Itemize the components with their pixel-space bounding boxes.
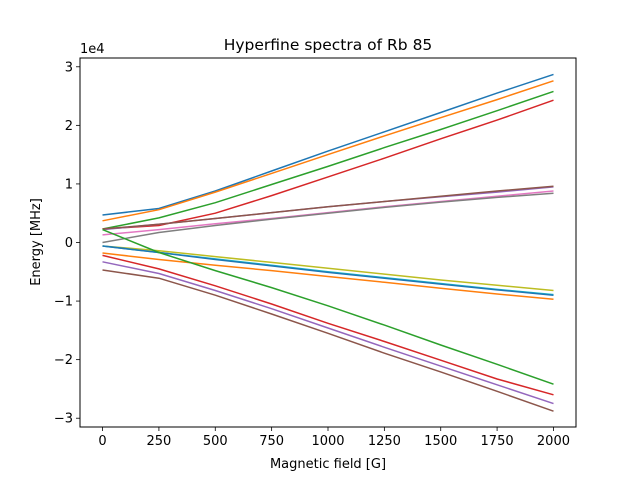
series-line-9	[102, 245, 554, 292]
y-offset-label: 1e4	[80, 42, 105, 57]
chart-title: Hyperfine spectra of Rb 85	[224, 36, 433, 54]
series-line-1	[102, 73, 554, 216]
series-line-14	[102, 254, 554, 396]
y-tick-label: 1	[65, 177, 73, 192]
series-line-11	[102, 245, 554, 296]
x-tick-label: 0	[98, 434, 106, 449]
x-tick-label: 1500	[424, 434, 457, 449]
series-line-4	[102, 99, 554, 230]
x-tick-label: 250	[146, 434, 171, 449]
y-tick-label: −2	[54, 353, 73, 368]
series-line-2	[102, 80, 554, 222]
y-axis: −3 −2 −1 0 1 2 3	[54, 60, 80, 427]
y-tick-label: 3	[65, 60, 73, 75]
series-line-12	[102, 252, 554, 301]
series-line-15	[102, 261, 554, 405]
plot-area	[102, 73, 554, 412]
y-tick-label: 0	[65, 236, 73, 251]
x-axis: 0 250 500 750 1000 1250 1500 1750 2000	[98, 427, 570, 449]
x-axis-label: Magnetic field [G]	[270, 457, 386, 472]
y-axis-label: Energy [MHz]	[29, 198, 44, 286]
x-tick-label: 750	[259, 434, 284, 449]
x-tick-label: 500	[203, 434, 228, 449]
series-line-8	[102, 192, 554, 244]
x-tick-label: 1750	[481, 434, 514, 449]
x-tick-label: 1000	[311, 434, 344, 449]
x-tick-label: 2000	[537, 434, 570, 449]
y-tick-label: −1	[54, 295, 73, 310]
y-tick-label: 2	[65, 119, 73, 134]
series-line-3	[102, 90, 554, 230]
series-line-13	[102, 228, 554, 385]
y-tick-label: −3	[54, 412, 73, 427]
x-tick-label: 1250	[368, 434, 401, 449]
series-line-16	[102, 269, 554, 412]
series-line-6	[102, 185, 554, 230]
